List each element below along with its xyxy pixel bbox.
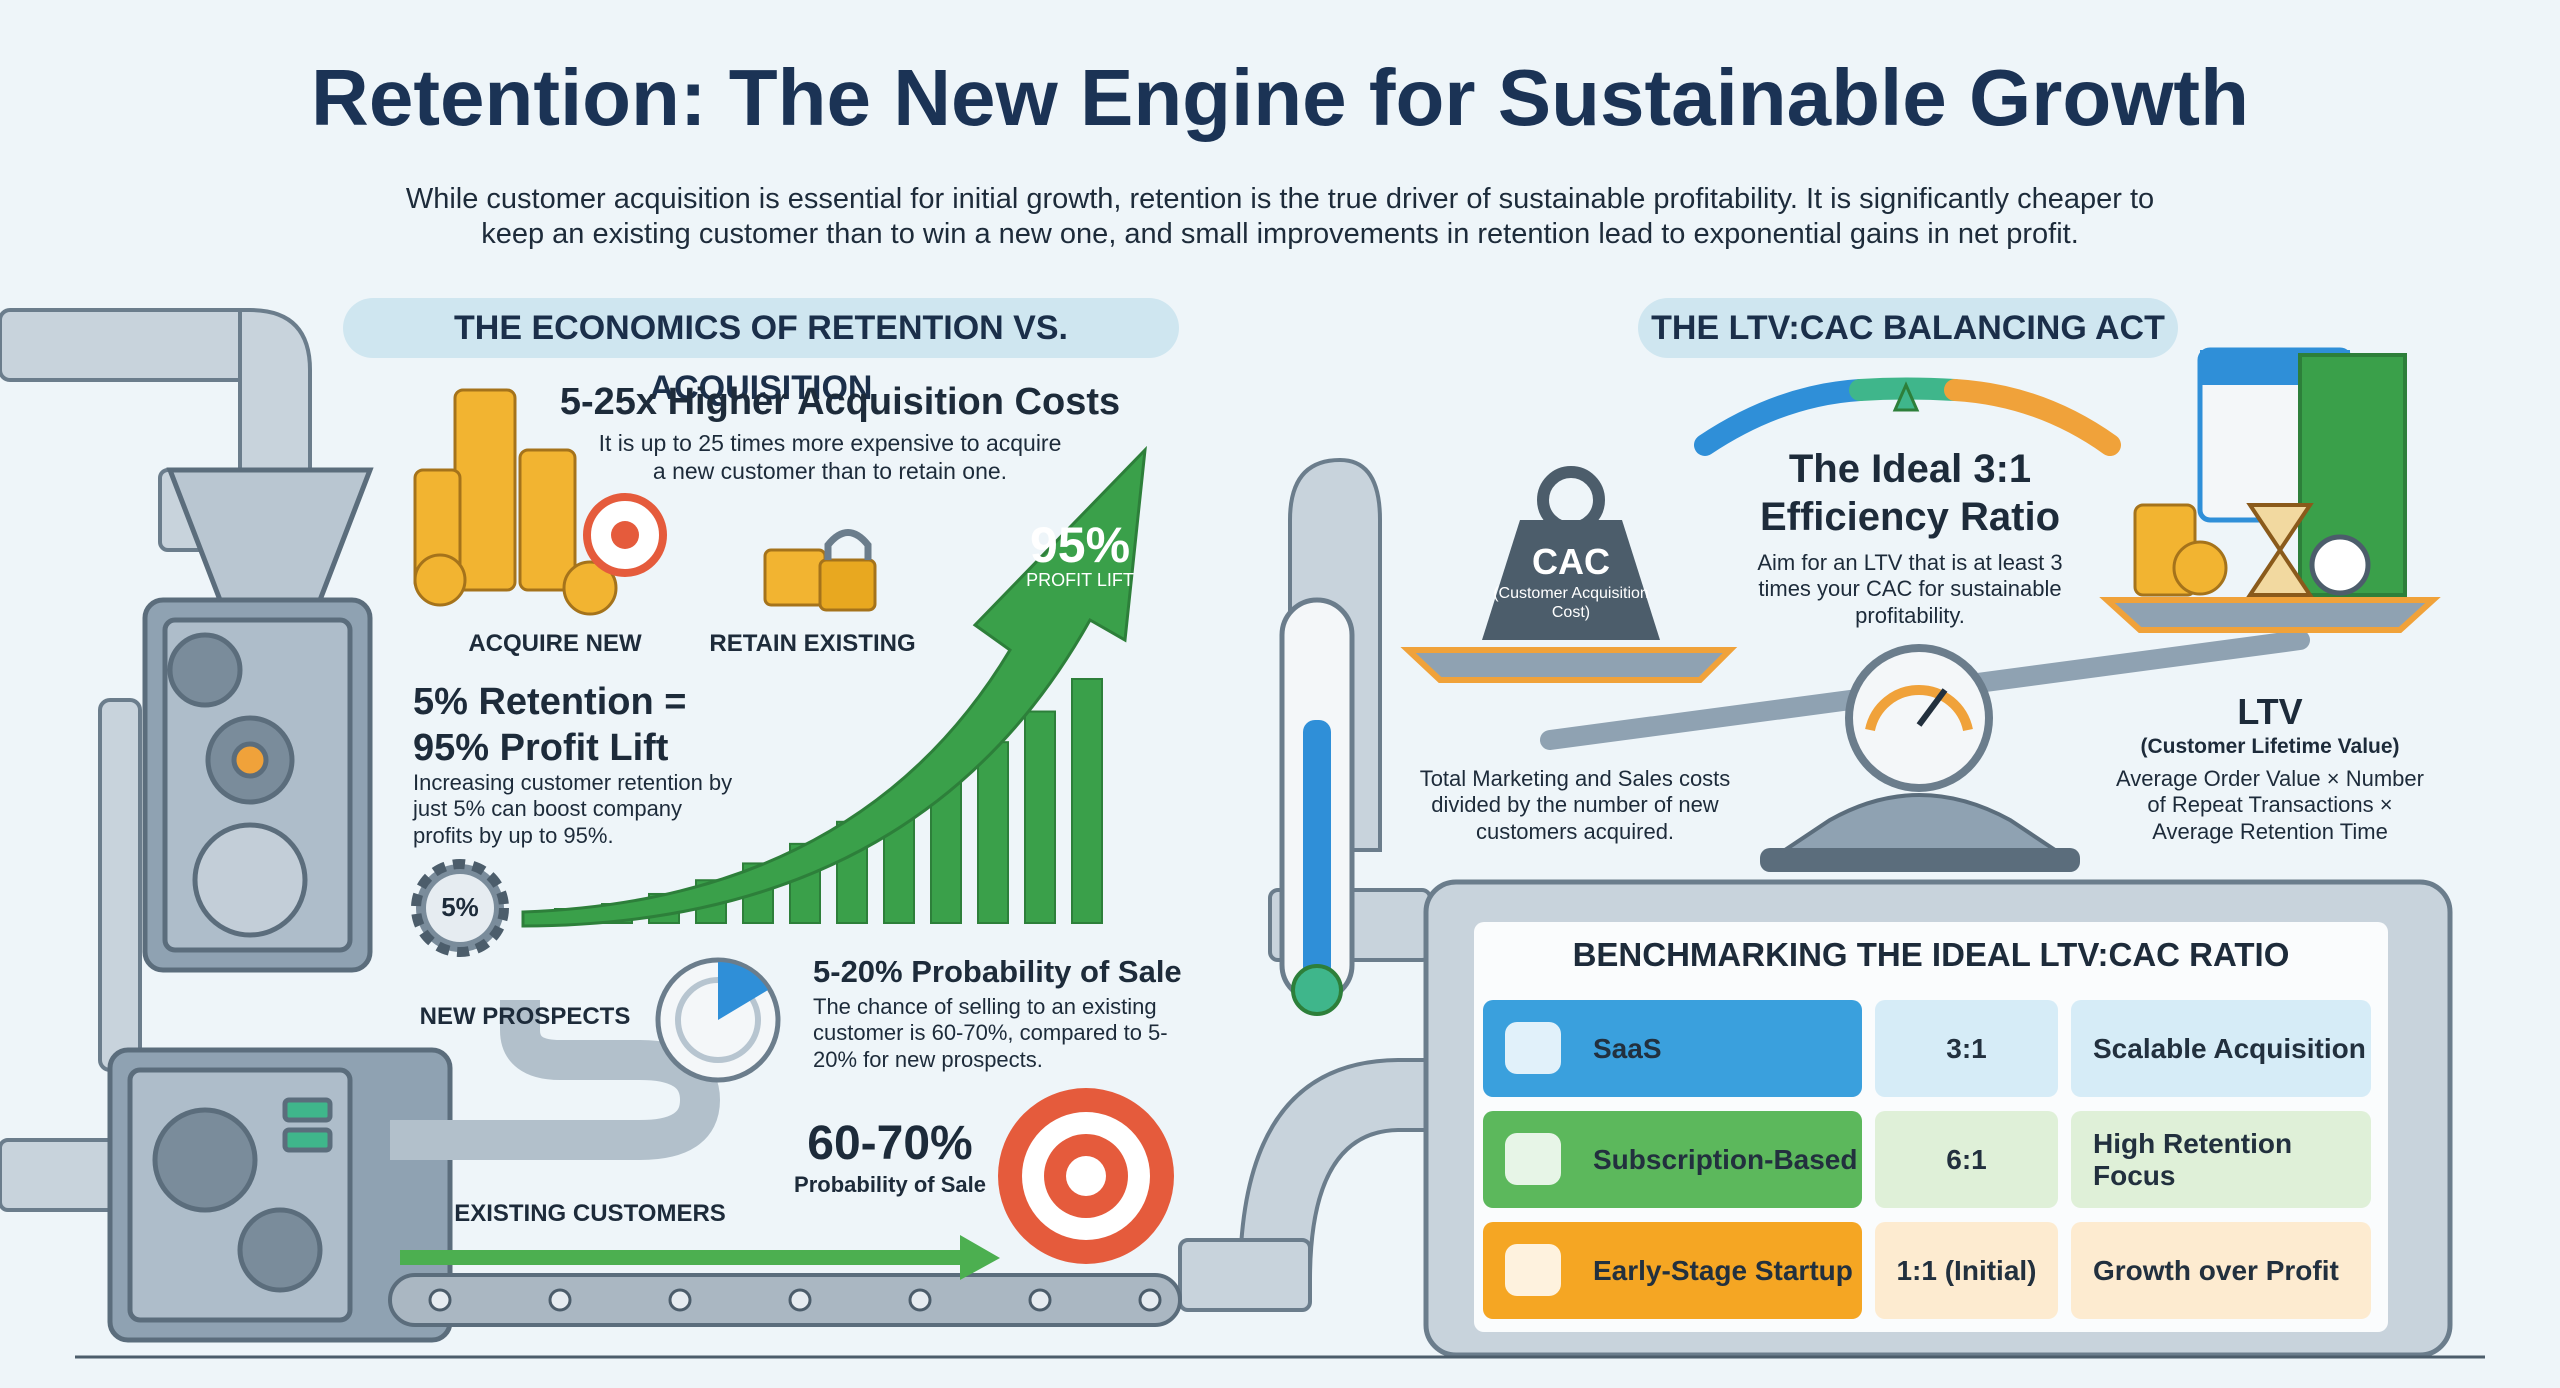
arrow-value: 95% xyxy=(1029,517,1131,573)
existing-caption: Probability of Sale xyxy=(794,1172,986,1197)
ltv-sub: (Customer Lifetime Value) xyxy=(2140,735,2400,758)
ratio-cell: 1:1 (Initial) xyxy=(1875,1222,2058,1319)
ratio-title: The Ideal 3:1 Efficiency Ratio xyxy=(1759,447,2061,539)
table-title: BENCHMARKING THE IDEAL LTV:CAC RATIO xyxy=(1572,936,2290,973)
target xyxy=(998,1088,1174,1264)
growth-bar xyxy=(1024,710,1056,924)
growth-bar xyxy=(1071,678,1103,924)
row-icon xyxy=(1505,1133,1561,1185)
row-icon xyxy=(1505,1244,1561,1296)
growth-bar xyxy=(977,741,1009,924)
machine xyxy=(107,467,453,1343)
gear-label: 5% xyxy=(441,892,479,922)
stat-text: It is up to 25 times more expensive to a… xyxy=(598,430,1062,484)
focus-cell: Growth over Profit xyxy=(2071,1222,2371,1319)
ltv-label: LTV xyxy=(2237,691,2303,732)
label: ACQUIRE NEW xyxy=(468,630,642,657)
ratio-text: Aim for an LTV that is at least 3 times … xyxy=(1757,550,2063,628)
stat-title: 5-25x Higher Acquisition Costs xyxy=(559,381,1121,423)
dial xyxy=(655,957,781,1083)
cac-sub: (Customer Acquisition Cost) xyxy=(1493,585,1649,622)
coin-stacks xyxy=(413,388,877,616)
row-icon xyxy=(1505,1022,1561,1074)
label: NEW PROSPECTS xyxy=(419,1003,631,1030)
label: EXISTING CUSTOMERS xyxy=(454,1200,726,1227)
gauge-arc xyxy=(1694,377,2121,456)
balance-scale xyxy=(1400,347,2441,872)
cac-text: Total Marketing and Sales costs divided … xyxy=(1419,766,1731,844)
label: RETAIN EXISTING xyxy=(709,630,916,657)
focus-cell: High Retention Focus xyxy=(2071,1111,2371,1208)
thermometer xyxy=(1279,597,1355,1016)
growth-arrow xyxy=(521,445,1147,928)
gear xyxy=(411,859,509,957)
ratio-cell: 3:1 xyxy=(1875,1000,2058,1097)
section-heading: THE LTV:CAC BALANCING ACT xyxy=(1638,298,2178,358)
stat-title: 5% Retention = 95% Profit Lift xyxy=(413,681,687,769)
focus-cell: Scalable Acquisition xyxy=(2071,1000,2371,1097)
stat-text: Increasing customer retention by just 5%… xyxy=(413,770,733,848)
growth-bar xyxy=(930,769,962,925)
existing-value: 60-70% xyxy=(807,1117,973,1170)
ltv-text: Average Order Value × Number of Repeat T… xyxy=(2116,766,2424,844)
section-heading: THE ECONOMICS OF RETENTION VS. ACQUISITI… xyxy=(343,298,1179,407)
cac-label: CAC xyxy=(1532,541,1610,582)
arrow-caption: PROFIT LIFT xyxy=(1026,570,1134,590)
stat-title: 5-20% Probability of Sale xyxy=(813,954,1182,989)
ratio-cell: 6:1 xyxy=(1875,1111,2058,1208)
title: Retention: The New Engine for Sustainabl… xyxy=(311,53,2249,142)
subtitle: While customer acquisition is essential … xyxy=(405,183,2155,250)
stat-text: The chance of selling to an existing cus… xyxy=(813,994,1168,1072)
